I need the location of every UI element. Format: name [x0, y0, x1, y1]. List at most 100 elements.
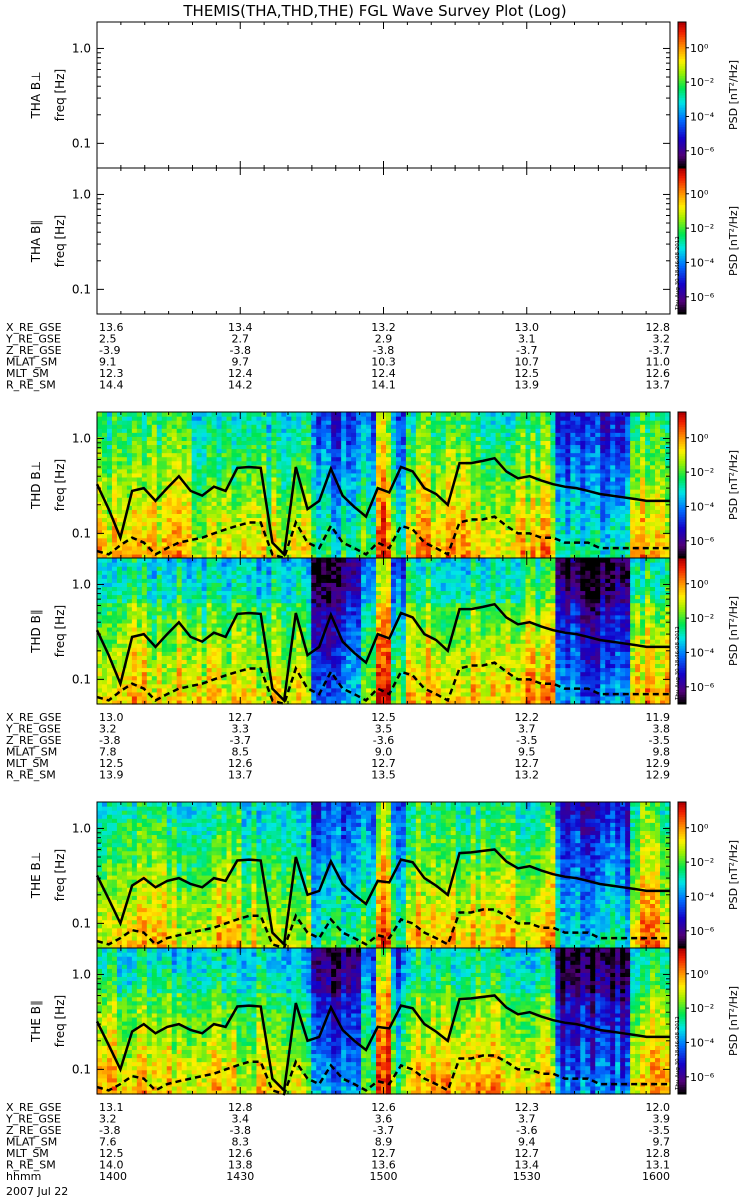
colorbar: 10⁰ 10⁻² 10⁻⁴ 10⁻⁶ PSD [nT²/Hz]	[677, 167, 740, 315]
ephemeris-value: -3.5	[649, 1124, 670, 1137]
ephemeris-value: 3.1	[518, 333, 536, 346]
ephemeris-value: -3.8	[99, 734, 120, 747]
overlay-dashed-curve	[96, 661, 670, 706]
ephemeris-row-label: R_RE_SM	[6, 1159, 56, 1172]
ephemeris-value: 3.2	[99, 1113, 117, 1126]
panel-thd-bperp: 1.0 0.1 freq [Hz] THD B⊥ 10⁰ 10⁻² 10⁻⁴ 10⁻⁶ PSD …	[29, 411, 740, 560]
ephemeris-value: 3.7	[518, 1113, 536, 1126]
y-tick-label: 1.0	[72, 577, 91, 591]
colorbar-label: PSD [nT²/Hz]	[727, 450, 740, 520]
panel-label: THA B∥	[29, 220, 43, 264]
ephemeris-value: 11.0	[646, 356, 671, 369]
colorbar-tick-label: 10⁻⁴	[690, 1036, 715, 1049]
ephemeris-value: 2.9	[375, 333, 393, 346]
spectrogram-heatmap	[97, 558, 671, 705]
colorbar-frame	[677, 167, 687, 315]
panel-tha-bpar: 1.0 0.1 freq [Hz] THA B∥ 10⁰ 10⁻² 10⁻⁴ 10⁻⁶ PSD …	[29, 167, 740, 315]
ephemeris-value: 12.6	[228, 1147, 253, 1160]
ephemeris-row-label: Z_RE_GSE	[6, 344, 62, 357]
y-tick-label: 1.0	[72, 187, 91, 201]
y-tick-label: 0.1	[72, 1062, 91, 1076]
colorbar-label: PSD [nT²/Hz]	[727, 206, 740, 276]
ephemeris-value: 9.7	[232, 356, 250, 369]
ephemeris-row-label: Y_RE_GSE	[5, 333, 61, 346]
colorbar-tick-label: 10⁻²	[690, 612, 714, 625]
panel-label: THA B⊥	[29, 71, 43, 119]
ephemeris-value: 12.9	[646, 769, 671, 782]
ephemeris-value: -3.5	[649, 734, 670, 747]
ephemeris-value: 1400	[99, 1170, 127, 1183]
ephemeris-value: 3.2	[99, 723, 117, 736]
colorbar: 10⁰ 10⁻² 10⁻⁴ 10⁻⁶ PSD [nT²/Hz]	[677, 557, 740, 705]
ephemeris-value: 14.2	[228, 379, 253, 392]
ephemeris-value: 3.5	[375, 723, 393, 736]
colorbar: 10⁰ 10⁻² 10⁻⁴ 10⁻⁶ PSD [nT²/Hz]	[677, 21, 740, 169]
colorbar-tick-label: 10⁻²	[690, 1002, 714, 1015]
overlay-solid-curve	[95, 848, 670, 948]
colorbar-tick-label: 10⁻⁴	[690, 110, 715, 123]
ephemeris-value: -3.5	[516, 734, 537, 747]
colorbar-tick-label: 10⁻⁶	[690, 681, 715, 694]
y-axis-label: freq [Hz]	[53, 69, 67, 121]
ephemeris-row-label: MLT_SM	[6, 757, 49, 770]
colorbar-tick-label: 10⁰	[690, 432, 709, 445]
y-axis-label: freq [Hz]	[53, 849, 67, 901]
timestamp-stamp: Thu Aug 30 18:46:08 2012	[675, 626, 681, 701]
ephemeris-row-label: R_RE_SM	[6, 769, 56, 782]
ephemeris-row-label: Y_RE_GSE	[5, 723, 61, 736]
colorbar-tick-label: 10⁻⁴	[690, 256, 715, 269]
ephemeris-value: 12.8	[228, 1101, 253, 1114]
ephemeris-value: 12.3	[515, 1101, 540, 1114]
y-axis-label: freq [Hz]	[53, 215, 67, 267]
ephemeris-row-label: X_RE_GSE	[6, 1101, 62, 1114]
ephemeris-value: 12.7	[371, 1147, 396, 1160]
y-tick-label: 0.1	[72, 916, 91, 930]
y-axis-label: freq [Hz]	[53, 605, 67, 657]
ephemeris-value: 13.1	[646, 1159, 671, 1172]
ephemeris-value: 10.3	[371, 356, 396, 369]
ephemeris-value: 12.5	[515, 367, 540, 380]
ephemeris-value: 12.5	[99, 757, 124, 770]
date-label: 2007 Jul 22	[6, 1185, 68, 1198]
ephemeris-value: 13.1	[99, 1101, 124, 1114]
ephemeris-row-label: MLAT_SM	[6, 746, 57, 759]
ephemeris-value: 12.8	[646, 1147, 671, 1160]
ephemeris-value: 11.9	[646, 711, 671, 724]
ephemeris-value: -3.7	[516, 344, 537, 357]
ephemeris-value: 12.0	[646, 1101, 671, 1114]
ephemeris-value: 12.7	[515, 757, 540, 770]
ephemeris-value: 1600	[642, 1170, 670, 1183]
ephemeris-value: -3.8	[99, 1124, 120, 1137]
ephemeris-tha: X_RE_GSE 13.6 13.4 13.2 13.0 12.8 Y_RE_GSE 2.5 2…	[5, 321, 670, 392]
spectrogram-heatmap	[97, 412, 671, 559]
overlay-solid-curve	[95, 602, 670, 704]
ephemeris-value: 8.3	[232, 1136, 250, 1149]
panel-tha-bperp: 1.0 0.1 freq [Hz] THA B⊥ 10⁰ 10⁻² 10⁻⁴ 10⁻⁶ PSD …	[29, 21, 740, 169]
ephemeris-row-label: MLT_SM	[6, 367, 49, 380]
ephemeris-value: 13.2	[371, 321, 396, 334]
colorbar-tick-label: 10⁻⁶	[690, 1071, 715, 1084]
overlay-solid-curve	[95, 456, 670, 558]
colorbar-tick-label: 10⁻⁶	[690, 925, 715, 938]
ephemeris-value: 13.2	[515, 769, 540, 782]
panel-label: THD B⊥	[29, 461, 43, 510]
ephemeris-value: 13.6	[99, 321, 124, 334]
ephemeris-value: 12.5	[99, 1147, 124, 1160]
ephemeris-row-label: X_RE_GSE	[6, 711, 62, 724]
ephemeris-value: 13.9	[515, 379, 540, 392]
ephemeris-value: 1500	[370, 1170, 398, 1183]
ephemeris-value: 13.6	[371, 1159, 396, 1172]
ephemeris-row-label: MLAT_SM	[6, 1136, 57, 1149]
colorbar: 10⁰ 10⁻² 10⁻⁴ 10⁻⁶ PSD [nT²/Hz]	[677, 411, 740, 559]
ephemeris-row-label: Z_RE_GSE	[6, 734, 62, 747]
colorbar-tick-label: 10⁻²	[690, 222, 714, 235]
ephemeris-value: -3.8	[373, 344, 394, 357]
y-tick-label: 0.1	[72, 672, 91, 686]
ephemeris-value: 12.8	[646, 321, 671, 334]
ephemeris-value: 3.8	[653, 723, 671, 736]
ephemeris-value: 13.9	[99, 769, 124, 782]
colorbar-tick-label: 10⁰	[690, 42, 709, 55]
colorbar-tick-label: 10⁻²	[690, 466, 714, 479]
ephemeris-value: 3.2	[653, 333, 671, 346]
panel-thd-bpar: 1.0 0.1 freq [Hz] THD B∥ 10⁰ 10⁻² 10⁻⁴ 10⁻⁶ PSD …	[29, 557, 740, 706]
